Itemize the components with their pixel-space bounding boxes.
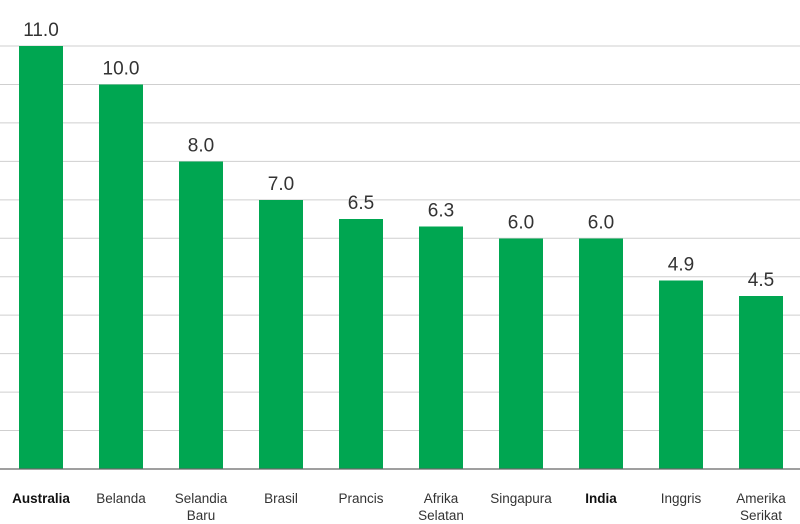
bar <box>739 295 783 469</box>
x-tick-label: Selatan <box>418 508 464 523</box>
x-tick-label: Serikat <box>740 508 782 523</box>
data-label: 6.3 <box>428 201 454 222</box>
bar <box>579 238 623 469</box>
data-label: 6.0 <box>588 212 614 233</box>
data-label: 10.0 <box>103 58 140 79</box>
bar <box>659 280 703 469</box>
bar <box>419 226 463 469</box>
data-label: 11.0 <box>23 20 59 41</box>
data-label: 6.5 <box>348 193 374 214</box>
data-label: 4.9 <box>668 255 694 276</box>
data-label: 4.5 <box>748 270 774 291</box>
x-tick-label: India <box>585 491 617 506</box>
category-label-layer: Australia Belanda Selandia Baru Brasil Pranci… <box>12 491 786 523</box>
bar <box>259 199 303 469</box>
bar <box>99 84 143 470</box>
x-tick-label: Baru <box>187 508 216 523</box>
x-tick-label: Amerika <box>736 491 786 506</box>
x-tick-label: Prancis <box>338 491 383 506</box>
bar <box>19 46 63 469</box>
data-label: 8.0 <box>188 135 214 156</box>
data-label: 7.0 <box>268 174 294 195</box>
x-tick-label: Afrika <box>424 491 459 506</box>
x-tick-label: Belanda <box>96 491 146 506</box>
x-tick-label: Singapura <box>490 491 552 506</box>
x-tick-label: Inggris <box>661 491 702 506</box>
value-label-layer: 11.0 10.0 8.0 7.0 6.5 6.3 6.0 6.0 4.9 4.5 <box>23 20 774 291</box>
bar <box>339 219 383 469</box>
bar-layer <box>19 46 783 470</box>
bar <box>179 161 223 469</box>
bar <box>499 238 543 469</box>
x-tick-label: Brasil <box>264 491 298 506</box>
x-tick-label: Selandia <box>175 491 228 506</box>
x-tick-label: Australia <box>12 491 70 506</box>
data-label: 6.0 <box>508 212 534 233</box>
